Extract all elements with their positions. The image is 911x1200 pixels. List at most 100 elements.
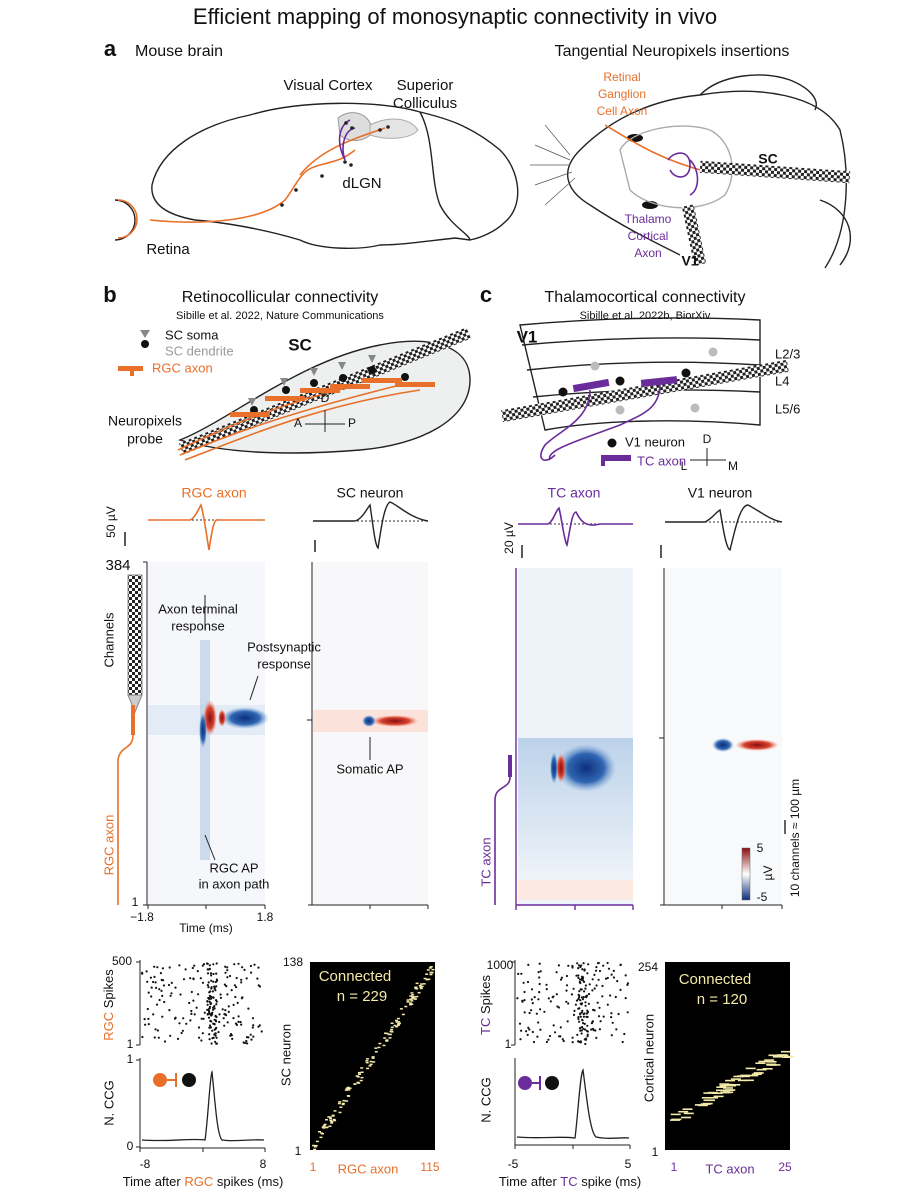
matrix-cell	[314, 1144, 318, 1147]
label-part: Time after	[123, 1174, 185, 1189]
label: 1.8	[257, 910, 274, 924]
label: Visual Cortex	[284, 77, 373, 94]
raster-dot	[224, 1009, 227, 1012]
matrix-cell	[345, 1087, 349, 1090]
matrix-cell	[395, 1021, 399, 1023]
raster-dot	[192, 978, 195, 981]
raster-dot	[233, 963, 236, 966]
raster-dot	[237, 1015, 240, 1018]
matrix-cell	[382, 1044, 386, 1047]
matrix-cell	[374, 1047, 378, 1049]
matrix-cell	[330, 1122, 334, 1124]
matrix-cell	[315, 1140, 319, 1143]
matrix-cell	[359, 1079, 363, 1082]
label: Thalamocortical connectivity	[545, 289, 746, 306]
matrix-cell	[325, 1119, 328, 1121]
matrix-cell	[385, 1040, 389, 1042]
label-part: spikes (ms)	[213, 1174, 283, 1189]
label: M	[728, 459, 738, 473]
raster-dot	[519, 1038, 522, 1041]
raster-dot	[143, 1018, 146, 1021]
matrix-cell	[409, 995, 413, 997]
matrix-cell	[764, 1059, 775, 1061]
raster-dot	[582, 1015, 586, 1018]
raster-dot	[565, 1000, 568, 1003]
raster-dot	[235, 976, 238, 980]
raster-dot	[545, 1040, 549, 1044]
raster-dot	[579, 999, 582, 1002]
raster-dot	[597, 978, 600, 981]
raster-dot	[214, 1027, 217, 1030]
matrix-cell	[356, 1081, 360, 1084]
raster-dot	[577, 974, 580, 977]
raster-dot	[208, 1026, 211, 1029]
matrix-cell	[393, 1024, 397, 1027]
raster-dot	[235, 986, 238, 989]
raster-dot	[616, 980, 619, 983]
matrix-cell	[745, 1067, 756, 1070]
raster-dot	[591, 1020, 595, 1023]
matrix-cell	[345, 1100, 349, 1102]
matrix-cell	[398, 1022, 401, 1025]
label: SC dendrite	[165, 343, 234, 358]
matrix-cell	[430, 971, 434, 974]
label: µV	[761, 866, 775, 881]
raster-dot	[517, 972, 520, 976]
raster-dot	[579, 1013, 582, 1016]
matrix-cell	[323, 1123, 327, 1126]
raster-dot	[226, 976, 229, 979]
raster-dot	[192, 999, 195, 1002]
raster-dot	[219, 996, 222, 1000]
label: Retinal	[603, 70, 640, 84]
label: TC axon	[705, 1161, 754, 1176]
raster-dot	[191, 966, 194, 970]
matrix-cell	[390, 1022, 394, 1024]
raster-dot	[621, 1040, 624, 1044]
raster-dot	[565, 984, 569, 987]
raster-dot	[565, 974, 569, 978]
raster-dot	[202, 963, 206, 966]
label: Cortical	[628, 229, 669, 243]
raster-dot	[208, 1038, 211, 1041]
raster-dot	[614, 995, 617, 999]
raster-dot	[260, 1030, 263, 1033]
label: dLGN	[342, 175, 381, 192]
raster-dot	[226, 969, 229, 972]
raster-dot	[615, 1028, 618, 1031]
matrix-cell	[337, 1102, 341, 1105]
label: 115	[420, 1160, 439, 1174]
matrix-cell	[425, 973, 429, 975]
matrix-cell	[701, 1097, 712, 1099]
raster-dot	[584, 1042, 587, 1046]
raster-dot	[573, 1009, 576, 1013]
raster-dot	[208, 967, 211, 971]
waveforms	[124, 501, 783, 558]
raster-dot	[579, 1026, 582, 1029]
raster-dot	[588, 983, 591, 986]
matrix-cell	[422, 983, 426, 985]
raster-dot	[212, 996, 215, 999]
raster-dot	[516, 997, 519, 1000]
matrix-cell	[756, 1068, 767, 1071]
raster-dot	[581, 979, 585, 982]
raster-dot	[182, 1017, 185, 1020]
raster-dot	[156, 966, 159, 969]
label: 254	[638, 960, 658, 974]
matrix-cell	[329, 1119, 333, 1122]
raster-dot	[591, 978, 594, 981]
label: Sibille et al. 2022, Nature Communicatio…	[176, 310, 384, 322]
raster-dot	[240, 978, 243, 981]
matrix-cell	[716, 1086, 727, 1088]
raster-dot	[208, 1024, 212, 1027]
raster-dot	[197, 993, 200, 996]
raster-dot	[144, 1023, 147, 1026]
matrix-cell	[713, 1095, 724, 1098]
raster-dot	[570, 993, 574, 996]
raster-dot	[240, 1023, 243, 1026]
raster-dot	[537, 1021, 540, 1024]
raster-dot	[547, 1038, 550, 1041]
raster-dot	[545, 983, 548, 986]
raster-dot	[525, 1030, 528, 1033]
matrix-cell	[414, 987, 418, 989]
raster-dot	[567, 1002, 570, 1005]
